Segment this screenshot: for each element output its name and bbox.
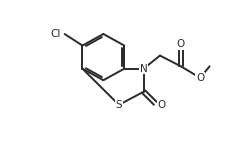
Text: O: O xyxy=(177,39,185,49)
Text: N: N xyxy=(140,64,148,74)
Text: O: O xyxy=(196,73,204,83)
Text: S: S xyxy=(116,100,122,110)
Text: O: O xyxy=(158,100,166,110)
Text: Cl: Cl xyxy=(50,29,61,39)
